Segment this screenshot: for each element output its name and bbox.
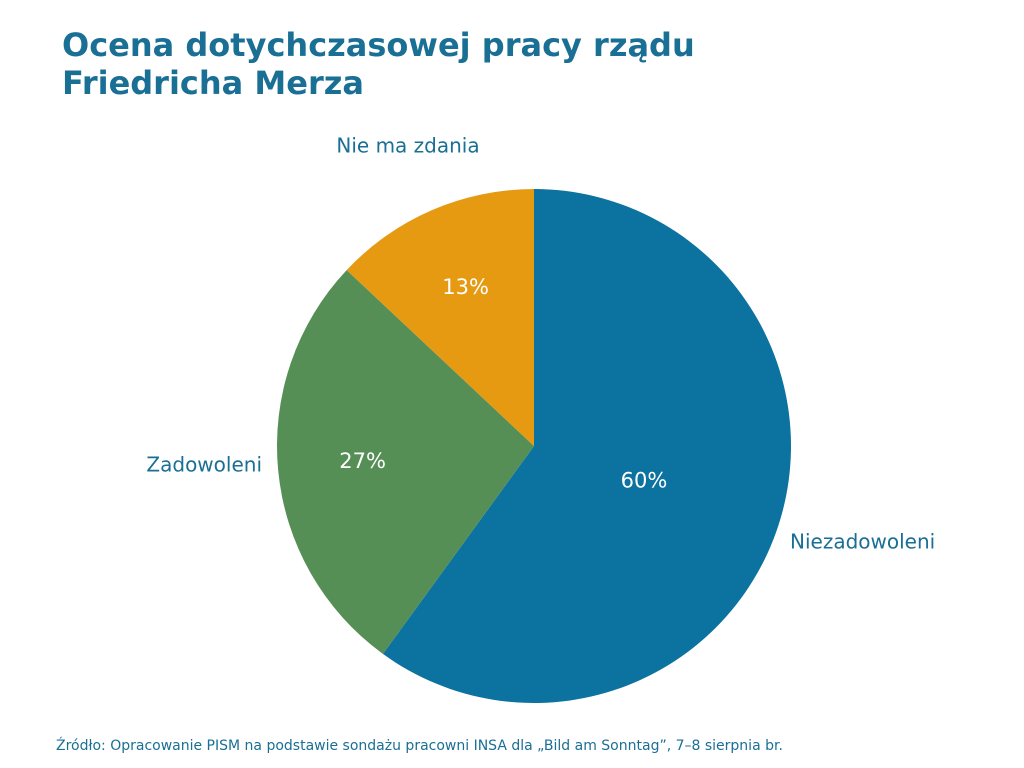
- slice-value-label: 60%: [621, 469, 668, 493]
- slice-category-label: Nie ma zdania: [336, 134, 479, 158]
- slice-value-label: 27%: [339, 449, 386, 473]
- pie-slice-nie-ma-zdania: [346, 189, 534, 446]
- pie-slice-zadowoleni: [277, 270, 534, 654]
- pie-slices: [277, 189, 792, 703]
- source-note: Źródło: Opracowanie PISM na podstawie so…: [56, 738, 783, 754]
- slice-value-label: 13%: [442, 275, 489, 299]
- slice-category-label: Niezadowoleni: [790, 530, 935, 554]
- slice-category-label: Zadowoleni: [146, 453, 262, 477]
- pie-category-labels: Niezadowoleni Zadowoleni Nie ma zdania: [146, 134, 935, 554]
- pie-slice-niezadowoleni: [382, 189, 792, 703]
- chart-title: Ocena dotychczasowej pracy rządu Friedri…: [62, 26, 695, 102]
- pie-value-labels: 60% 27% 13%: [339, 275, 667, 493]
